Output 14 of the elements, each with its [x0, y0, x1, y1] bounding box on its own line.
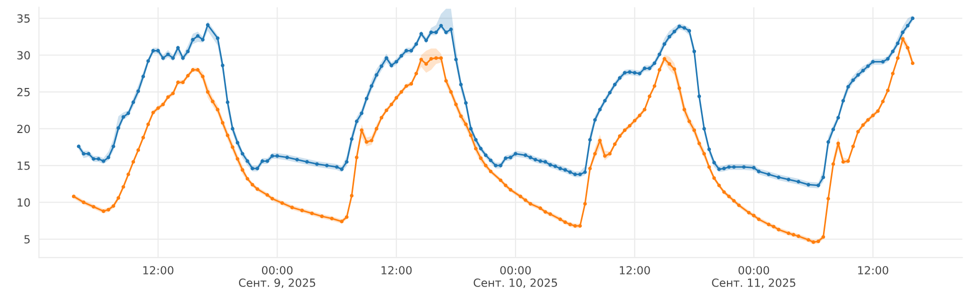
y-tick-label: 25	[17, 88, 30, 96]
x-tick-label: 12:00	[858, 266, 888, 274]
x-tick-label: 00:00 Сент. 10, 2025	[474, 266, 557, 288]
y-tick-label: 5	[24, 235, 30, 244]
x-tick-label: 12:00	[620, 266, 650, 274]
x-tick-label: 00:00 Сент. 11, 2025	[712, 266, 796, 288]
y-tick-label: 30	[17, 51, 30, 60]
x-tick-label: 12:00	[382, 266, 412, 274]
x-tick-label: 00:00 Сент. 9, 2025	[238, 266, 316, 288]
y-tick-label: 20	[17, 124, 30, 134]
y-tick-label: 15	[18, 162, 30, 170]
x-tick-label: 12:00	[143, 266, 174, 274]
y-tick-label: 35	[17, 14, 30, 23]
y-tick-label: 10	[18, 198, 30, 207]
